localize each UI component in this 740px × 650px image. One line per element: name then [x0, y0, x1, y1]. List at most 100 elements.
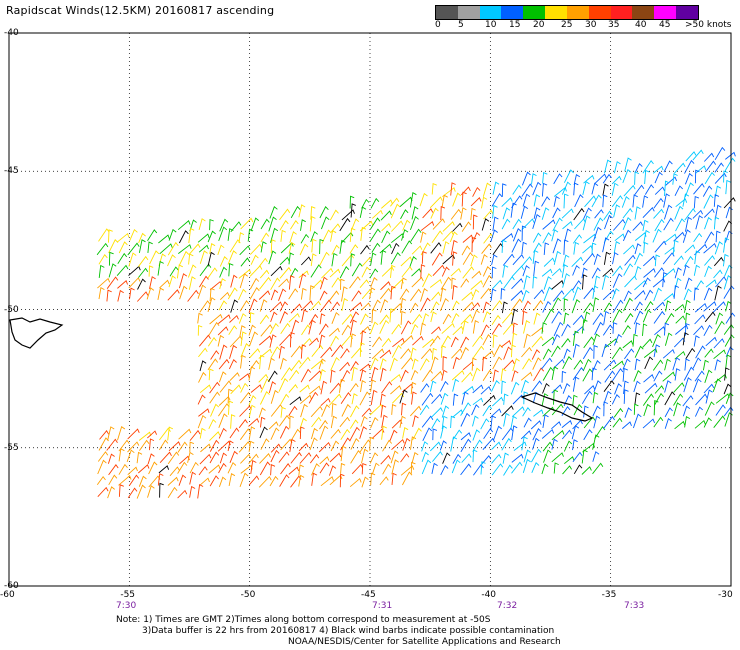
wind-barb — [167, 451, 180, 465]
wind-barb — [541, 357, 553, 370]
wind-barb — [551, 297, 562, 311]
wind-barb — [361, 288, 373, 300]
wind-barb — [381, 425, 387, 440]
wind-barb — [563, 348, 571, 359]
wind-barb — [493, 425, 502, 441]
wind-barb — [542, 232, 552, 244]
wind-barb — [197, 324, 203, 336]
wind-barb — [390, 264, 396, 278]
wind-barb — [470, 280, 484, 290]
wind-barb — [411, 313, 423, 325]
wind-barb — [248, 417, 260, 427]
wind-barb — [501, 197, 513, 207]
wind-barb — [511, 425, 518, 441]
wind-barb — [430, 370, 443, 382]
wind-barb — [431, 326, 441, 335]
wind-barb — [229, 427, 240, 439]
wind-barb — [592, 391, 599, 404]
wind-barb — [644, 301, 654, 312]
wind-barb — [672, 357, 681, 371]
wind-barb — [634, 279, 647, 291]
wind-barb — [249, 348, 261, 359]
wind-barb — [289, 231, 297, 243]
wind-barb — [391, 404, 397, 415]
wind-barb — [198, 218, 206, 231]
wind-barb — [259, 276, 272, 290]
wind-barb — [572, 367, 585, 381]
wind-barb — [532, 213, 541, 230]
wind-barb — [492, 334, 498, 348]
colorbar-label: >50 knots — [685, 20, 732, 30]
wind-barb — [594, 426, 606, 439]
wind-barb — [571, 299, 581, 314]
wind-barb — [381, 230, 391, 244]
wind-barb — [713, 349, 726, 360]
wind-barb — [592, 451, 600, 462]
wind-barb — [703, 417, 712, 428]
wind-barb — [370, 389, 378, 406]
wind-barb — [299, 243, 309, 256]
wind-barb — [623, 184, 636, 197]
wind-barb — [177, 461, 188, 474]
wind-barb — [319, 425, 329, 440]
wind-barb — [288, 384, 298, 393]
wind-barb — [683, 288, 692, 301]
wind-barb — [583, 336, 595, 349]
wind-barb — [512, 218, 522, 230]
wind-barb — [369, 403, 384, 416]
wind-barb — [349, 419, 359, 429]
wind-barb — [633, 370, 642, 382]
wind-barb — [522, 407, 531, 417]
wind-barb — [561, 264, 569, 278]
wind-barb — [290, 319, 300, 335]
wind-barb — [472, 397, 484, 406]
wind-barb — [693, 195, 700, 209]
wind-barb — [178, 273, 188, 289]
wind-barb — [207, 267, 218, 279]
wind-barb — [411, 206, 419, 220]
wind-barb — [715, 230, 721, 243]
wind-barb — [543, 257, 555, 267]
wind-barb — [501, 301, 508, 314]
wind-barb — [532, 437, 540, 450]
wind-barb — [391, 438, 405, 451]
wind-barb — [482, 274, 493, 288]
map-title: Rapidscat Winds(12.5KM) 20160817 ascendi… — [6, 4, 275, 17]
wind-barb — [369, 436, 375, 451]
wind-barb — [340, 278, 345, 290]
wind-barb — [543, 276, 552, 290]
wind-barb — [613, 204, 621, 218]
wind-barb — [218, 226, 228, 242]
wind-barb — [502, 264, 509, 278]
wind-barb — [402, 471, 413, 486]
wind-barb — [583, 416, 596, 429]
wind-barb — [250, 360, 260, 370]
wind-barb — [664, 391, 676, 406]
wind-barb — [664, 233, 677, 243]
wind-barb — [612, 360, 624, 370]
wind-barb — [420, 231, 427, 243]
wind-barb — [219, 266, 228, 278]
wind-barb — [319, 456, 330, 465]
wind-barb — [239, 300, 250, 312]
wind-barb — [370, 197, 380, 209]
wind-barb — [359, 391, 371, 406]
island-coastline — [520, 392, 594, 422]
wind-barb — [331, 344, 344, 358]
wind-barb — [379, 243, 392, 254]
wind-barb — [351, 366, 358, 381]
wind-barb — [614, 233, 625, 242]
wind-barb — [703, 152, 715, 162]
wind-barb — [370, 252, 377, 266]
wind-barb — [117, 289, 124, 302]
wind-barb — [330, 301, 340, 312]
wind-barb — [268, 250, 277, 265]
wind-barb — [632, 413, 642, 429]
wind-barb — [510, 381, 520, 395]
wind-barb — [601, 343, 610, 358]
wind-barb — [330, 223, 341, 233]
wind-barb — [442, 187, 456, 198]
wind-barb — [420, 242, 431, 256]
wind-barb — [209, 439, 220, 452]
wind-barb — [703, 208, 715, 218]
